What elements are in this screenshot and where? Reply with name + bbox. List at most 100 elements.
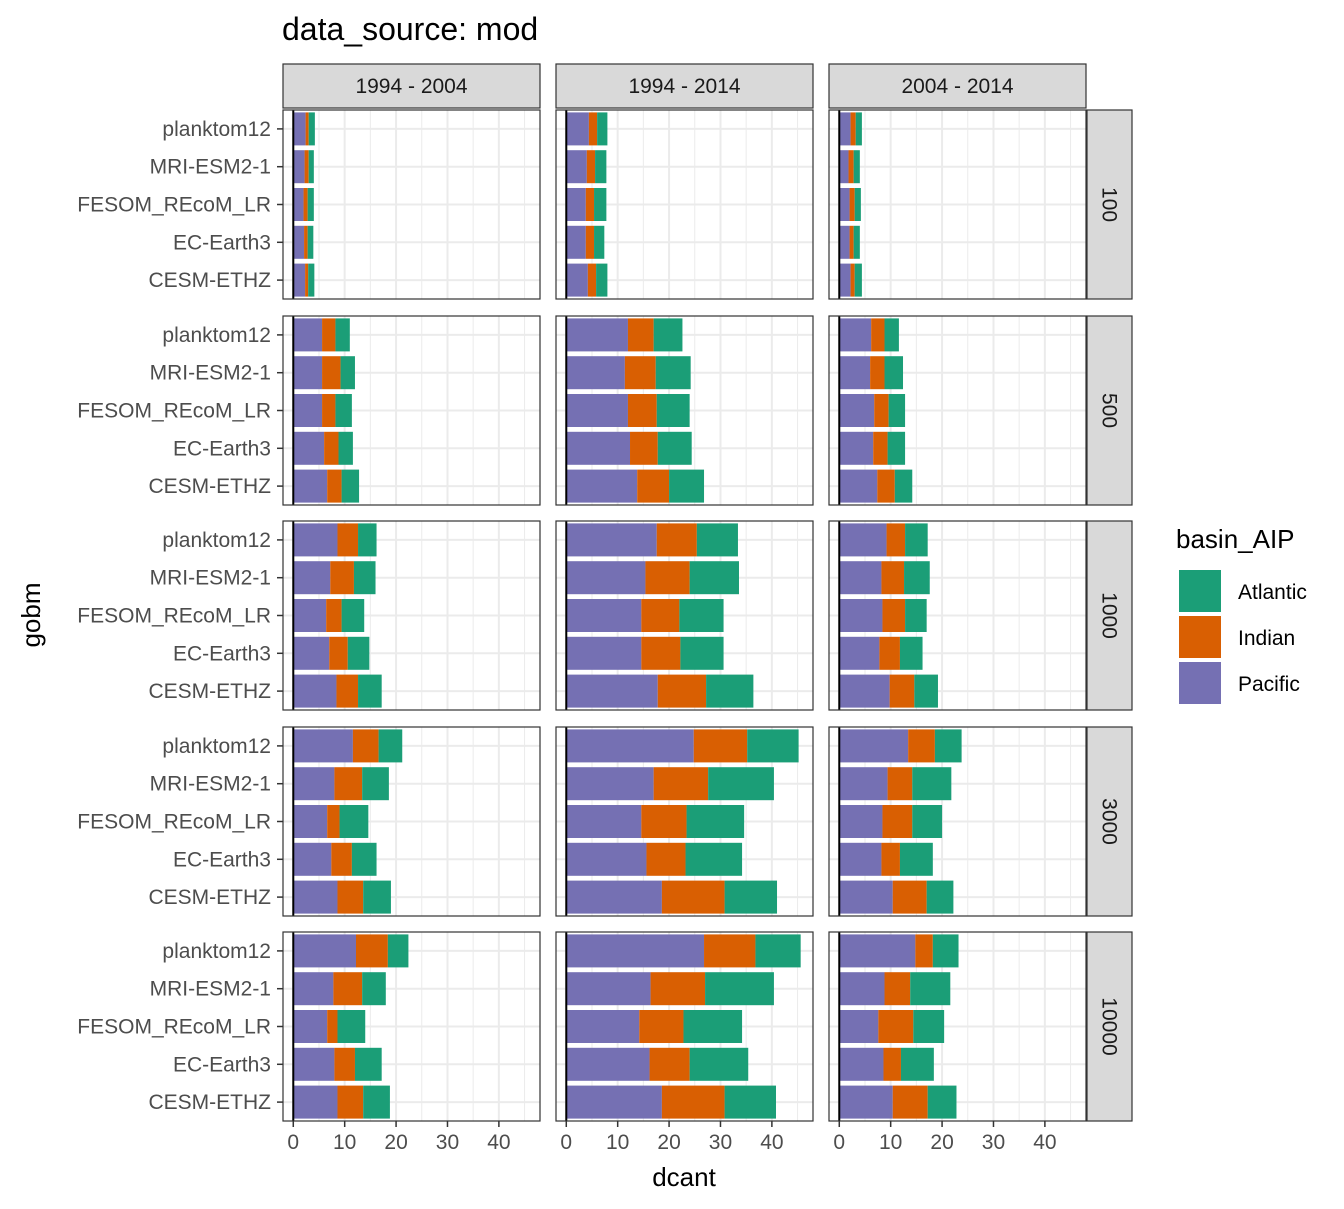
bar-atlantic (854, 263, 862, 297)
bar-pacific (566, 1085, 662, 1119)
bar-indian (892, 880, 927, 914)
bar-atlantic (853, 225, 860, 259)
x-tick-label: 10 (606, 1131, 629, 1154)
bar-pacific (839, 674, 890, 708)
panel (828, 109, 1087, 300)
bar-atlantic (689, 1047, 749, 1081)
legend-label-atlantic: Atlantic (1238, 581, 1307, 604)
bar-indian (324, 431, 339, 465)
row-strip (1086, 520, 1133, 711)
bar-pacific (293, 394, 323, 427)
bar-atlantic (353, 561, 376, 595)
legend-label-indian: Indian (1238, 627, 1295, 650)
bar-pacific (293, 1047, 335, 1081)
bar-atlantic (594, 188, 607, 221)
bar-pacific (839, 356, 871, 390)
x-tick-label: 0 (833, 1131, 845, 1154)
bar-indian (656, 523, 697, 557)
x-tick-label: 20 (384, 1131, 407, 1154)
bar-indian (661, 1085, 725, 1119)
bar-atlantic (308, 263, 315, 297)
bar-pacific (839, 599, 883, 632)
bar-pacific (566, 188, 586, 221)
bar-atlantic (724, 880, 778, 914)
bar-atlantic (308, 112, 315, 146)
x-tick-label: 30 (982, 1131, 1005, 1154)
y-axis-ticks: planktom12 MRI-ESM2-1 FESOM_REcoM_LR EC-Ear… (77, 118, 283, 1114)
row-strip (1086, 109, 1133, 300)
bar-atlantic (904, 561, 930, 595)
bar-atlantic (655, 356, 691, 390)
y-tick-label: planktom12 (162, 118, 271, 141)
bar-atlantic (853, 150, 860, 184)
bar-pacific (566, 880, 662, 914)
bar-indian (704, 934, 756, 968)
bar-pacific (293, 431, 325, 465)
bar-pacific (293, 469, 328, 503)
panel-grid: 1994 - 2004 1994 - 2014 2004 - 2014 100 500 1… (282, 63, 1133, 1122)
bar-atlantic (335, 318, 350, 352)
bar-pacific (293, 225, 305, 259)
bar-indian (585, 225, 595, 259)
bar-indian (646, 842, 686, 876)
bar-atlantic (341, 599, 365, 632)
panel-border (828, 520, 1087, 711)
bar-atlantic (706, 674, 754, 708)
bar-pacific (293, 263, 306, 297)
x-tick-label: 0 (560, 1131, 572, 1154)
y-tick-label: CESM-ETHZ (149, 886, 272, 909)
bar-pacific (566, 318, 628, 352)
bar-indian (627, 318, 654, 352)
bar-pacific (293, 1010, 328, 1043)
bar-atlantic (337, 1010, 366, 1043)
bar-indian (883, 1047, 901, 1081)
bar-atlantic (338, 431, 353, 465)
bar-indian (334, 1047, 355, 1081)
bar-pacific (839, 880, 893, 914)
bar-pacific (839, 561, 882, 595)
bar-pacific (566, 636, 642, 670)
bar-pacific (293, 112, 306, 146)
y-tick-label: EC-Earth3 (173, 642, 271, 665)
panel (828, 931, 1087, 1122)
bar-indian (304, 225, 308, 259)
panel (555, 520, 814, 711)
y-tick-label: planktom12 (162, 940, 271, 963)
panel (828, 726, 1087, 917)
bar-indian (331, 842, 352, 876)
bar-pacific (839, 112, 851, 146)
bar-pacific (566, 431, 631, 465)
bar-indian (630, 431, 658, 465)
bar-indian (337, 880, 364, 914)
y-tick-label: EC-Earth3 (173, 1053, 271, 1076)
bar-indian (850, 112, 856, 146)
bar-pacific (293, 188, 304, 221)
x-tick-label: 10 (333, 1131, 356, 1154)
bar-indian (587, 263, 597, 297)
bar-indian (879, 636, 900, 670)
bar-indian (848, 150, 854, 184)
column-strip-label: 2004 - 2014 (901, 75, 1013, 98)
bar-indian (585, 188, 595, 221)
bar-pacific (839, 225, 850, 259)
bar-pacific (293, 599, 327, 632)
x-tick-label: 40 (1033, 1131, 1056, 1154)
bar-pacific (839, 1047, 884, 1081)
bar-pacific (839, 469, 878, 503)
bar-indian (641, 805, 687, 838)
panel (555, 726, 814, 917)
bar-indian (871, 318, 885, 352)
row-strip-label: 1000 (1098, 592, 1121, 639)
bar-indian (329, 636, 348, 670)
bar-pacific (839, 1010, 879, 1043)
bar-pacific (839, 188, 850, 221)
bar-pacific (293, 880, 338, 914)
legend-key-indian (1179, 616, 1221, 658)
row-strip-label: 10000 (1098, 997, 1121, 1055)
bar-pacific (839, 1085, 893, 1119)
bar-atlantic (708, 767, 774, 801)
bar-pacific (566, 263, 588, 297)
bar-atlantic (362, 972, 386, 1006)
bar-atlantic (855, 112, 862, 146)
